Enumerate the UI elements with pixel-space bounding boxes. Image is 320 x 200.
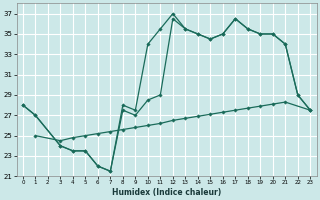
X-axis label: Humidex (Indice chaleur): Humidex (Indice chaleur) — [112, 188, 221, 197]
